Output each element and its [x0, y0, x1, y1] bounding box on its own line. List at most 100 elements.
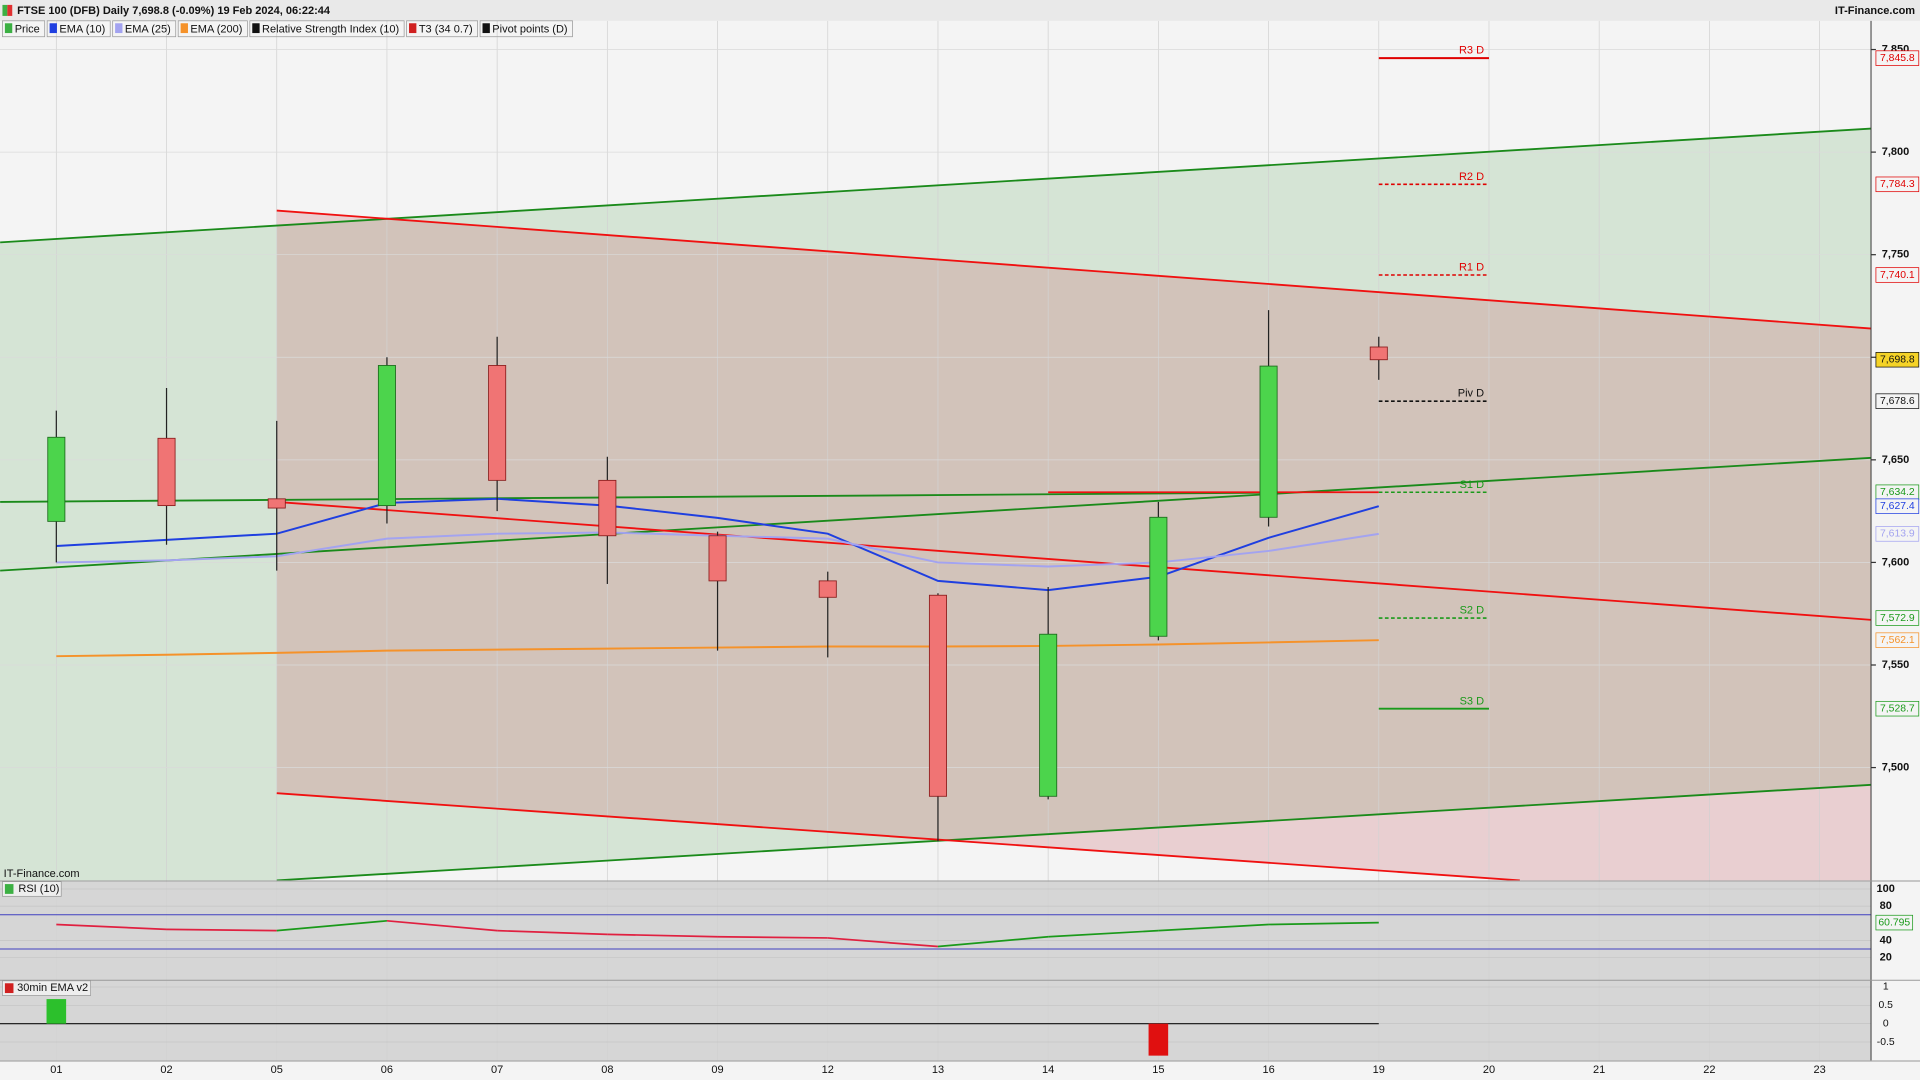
x-tick-label: 15: [1152, 1064, 1164, 1076]
candle-body: [1039, 633, 1058, 797]
legend-swatch: [252, 23, 260, 34]
pivot-label: R2 D: [1459, 171, 1484, 183]
rsi-segment: [386, 919, 498, 932]
rsi-segment: [1158, 923, 1269, 932]
rsi-segment: [56, 923, 167, 931]
watermark: IT-Finance.com: [4, 868, 80, 880]
y-tick-label: 40: [1880, 934, 1892, 946]
icon: [2, 4, 8, 16]
candle-body: [157, 437, 176, 507]
value-label: 7,613.9: [1880, 529, 1915, 540]
legend-swatch: [4, 23, 13, 34]
candle-body: [818, 580, 837, 598]
icon: [4, 884, 14, 894]
value-label: 7,784.3: [1880, 179, 1915, 190]
y-tick-label: 20: [1880, 951, 1892, 963]
trend-line: [276, 209, 1872, 330]
bar: [46, 999, 67, 1024]
value-label: 7,627.4: [1880, 501, 1915, 512]
value-label: 60.795: [1878, 917, 1910, 928]
legend-box: [177, 20, 248, 38]
candle-body: [488, 365, 507, 481]
rsi-segment: [276, 919, 388, 932]
candle-body: [377, 365, 396, 507]
legend-box: [2, 20, 46, 38]
legend-label: Price: [15, 23, 40, 35]
value-label: 7,572.9: [1880, 613, 1915, 624]
legend-box: [46, 20, 111, 38]
y-tick-label: 7,800: [1882, 146, 1910, 158]
axes: 01 02 05 06 07 08 09 12 13 14 15 16 19 20 21 22 237,5007…: [0, 20, 1920, 1076]
y-tick-label: 80: [1880, 900, 1892, 912]
x-tick-label: 01: [50, 1064, 62, 1076]
panel-title: RSI (10): [18, 883, 59, 895]
channels: [0, 128, 1872, 881]
pivot-label: R3 D: [1459, 45, 1484, 57]
trend-line: [276, 783, 1872, 881]
candle-body: [928, 594, 947, 797]
y-tick-label: 7,650: [1882, 454, 1910, 466]
y-tick-label: 7,750: [1882, 249, 1910, 261]
rsi-segment: [1268, 921, 1379, 926]
plot: R3 D R2 D R1 D Piv D S1 D S2 D S3 D: [0, 45, 1872, 1056]
y-tick-label: -0.5: [1877, 1037, 1895, 1048]
candle-body: [267, 498, 286, 509]
value-box: [1875, 50, 1920, 66]
value-box: [1875, 267, 1920, 283]
legend-label: EMA (200): [190, 23, 242, 35]
value-box: [1875, 393, 1920, 409]
legend-label: EMA (25): [125, 23, 171, 35]
legend-swatch: [409, 23, 417, 34]
rsi-segment: [497, 929, 608, 936]
x-tick-label: 23: [1813, 1064, 1825, 1076]
value-box: [1875, 498, 1920, 514]
rsi-segment: [607, 933, 718, 938]
y-tick-label: 100: [1877, 883, 1895, 895]
legend-box: [112, 20, 177, 38]
legend: Price EMA (10) EMA (25) EMA (200) Relative S…: [2, 20, 573, 38]
legend-box: [249, 20, 405, 38]
icon: [4, 983, 14, 994]
pivot-label: Piv D: [1458, 388, 1484, 400]
value-label: 7,678.6: [1880, 396, 1915, 407]
x-tick-label: 06: [381, 1064, 393, 1076]
panel-title-box: [2, 980, 91, 996]
legend-label: EMA (10): [59, 23, 105, 35]
value-box: [1875, 352, 1920, 368]
value-box: [1875, 526, 1920, 542]
trend-lines: [0, 127, 1872, 881]
trend-line: [0, 127, 1872, 244]
legend-label: Pivot points (D): [492, 23, 567, 35]
value-label: 7,698.8: [1880, 354, 1915, 365]
channel-fill: [276, 210, 1872, 881]
rsi-segment: [937, 935, 1049, 948]
legend-label: Relative Strength Index (10): [262, 23, 399, 35]
panel-title-box: [2, 881, 62, 897]
x-tick-label: 09: [711, 1064, 723, 1076]
channel-fill: [0, 128, 1872, 881]
x-tick-label: 07: [491, 1064, 503, 1076]
indicator-background: [0, 881, 1872, 1061]
rsi-segment: [717, 935, 828, 939]
x-tick-label: 02: [160, 1064, 172, 1076]
pivot-label: S1 D: [1460, 479, 1485, 491]
y-tick-label: 7,600: [1882, 556, 1910, 568]
chart-title: FTSE 100 (DFB) Daily 7,698.8 (-0.09%) 19…: [17, 5, 331, 17]
value-box: [1875, 176, 1920, 193]
x-tick-label: 13: [932, 1064, 944, 1076]
value-label: 7,528.7: [1880, 703, 1915, 714]
trend-line: [0, 456, 1872, 572]
bar: [1148, 1023, 1169, 1056]
pivot-label: S3 D: [1460, 695, 1485, 707]
y-tick-label: 7,550: [1882, 659, 1910, 671]
y-tick-label: 7,500: [1882, 761, 1910, 773]
value-box: [1875, 914, 1914, 931]
x-tick-label: 14: [1042, 1064, 1054, 1076]
rsi-segment: [827, 937, 939, 948]
pivot-label: S2 D: [1460, 605, 1485, 617]
legend-swatch: [180, 23, 188, 34]
x-tick-label: 20: [1483, 1064, 1495, 1076]
panel-title: 30min EMA v2: [17, 982, 88, 994]
candle-body: [1369, 346, 1388, 361]
